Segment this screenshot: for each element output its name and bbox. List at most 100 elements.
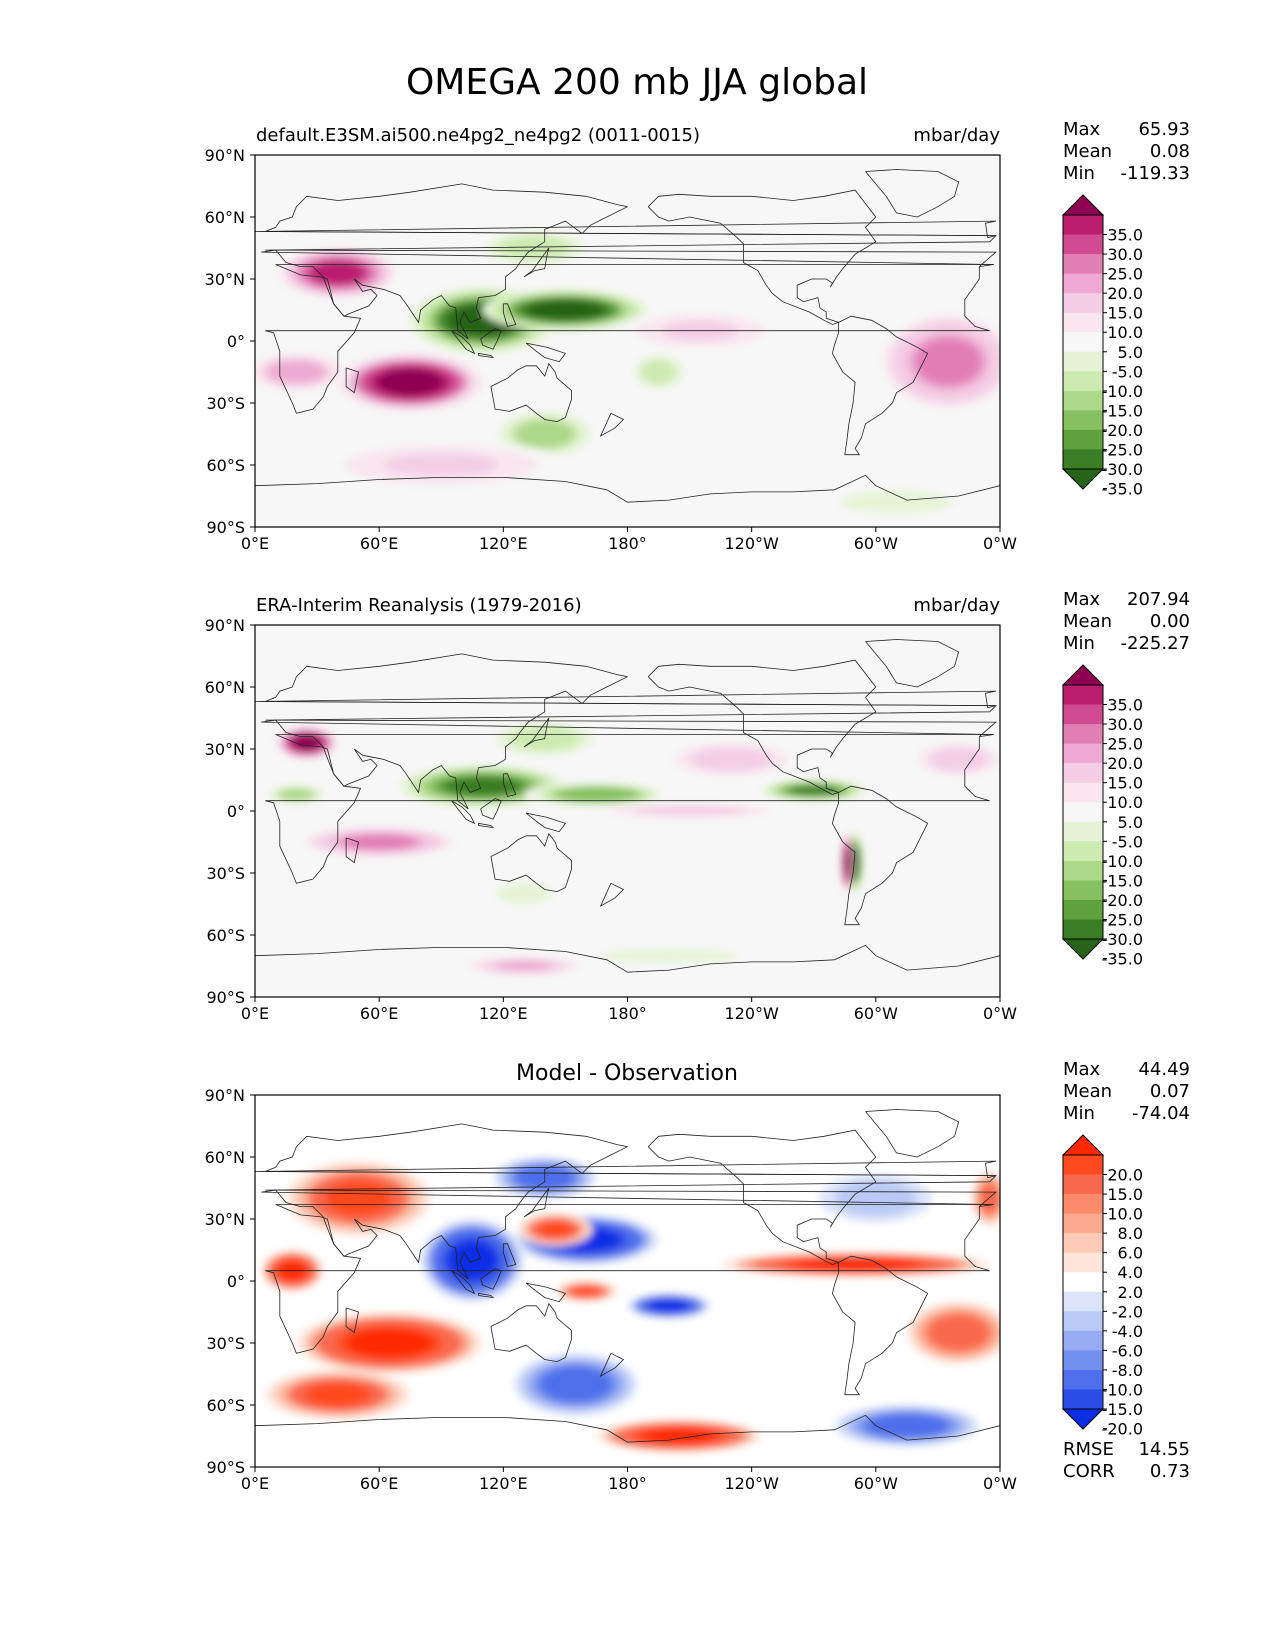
field-contour-10-5 [384, 453, 499, 477]
y-tick-label: 60°N [205, 1148, 245, 1167]
colorbar-band [1063, 1174, 1103, 1195]
field-contour-13-5 [537, 1221, 573, 1237]
coastline-10 [478, 352, 495, 359]
x-tick-label: 120°W [724, 1474, 779, 1493]
coastline-16 [255, 690, 996, 709]
colorbar-tick-label: 35.0 [1107, 226, 1143, 245]
difference-panel-coastlines [255, 1109, 1000, 1443]
coastline-8 [523, 717, 550, 748]
colorbar-tick-label: 2.0 [1118, 1283, 1143, 1302]
y-tick-label: 60°S [206, 1396, 245, 1415]
colorbar-band [1063, 724, 1103, 745]
colorbar-band [1063, 763, 1103, 784]
error-stat-value: 0.73 [1150, 1461, 1190, 1482]
error-stat-value: 14.55 [1138, 1439, 1190, 1460]
x-tick-label: 0°W [983, 1004, 1017, 1023]
colorbar-band [1063, 1252, 1103, 1273]
colorbar-tick-label: -2.0 [1112, 1302, 1143, 1321]
colorbar-tick-label: -35.0 [1102, 480, 1143, 499]
colorbar-band [1063, 841, 1103, 862]
field-contour-14-5 [571, 1286, 601, 1297]
x-tick-label: 0°E [241, 534, 269, 553]
field-contour-12-5 [934, 1318, 983, 1347]
coastline-2 [265, 264, 994, 414]
field-contour-7-5 [547, 1370, 605, 1399]
y-tick-label: 60°S [206, 456, 245, 475]
field-contour-1-5 [377, 369, 444, 396]
colorbar-extend-max [1061, 664, 1105, 686]
colorbar-tick-label: 15.0 [1107, 774, 1143, 793]
coastline-0 [265, 653, 997, 737]
field-contour-11-5 [873, 1416, 941, 1436]
y-tick-label: 30°S [206, 1334, 245, 1353]
coastline-12 [525, 812, 567, 833]
y-tick-label: 30°N [205, 740, 245, 759]
stat-label: Max [1063, 589, 1101, 610]
test-panel-axes: 0°E 60°E 120°E 180° 120°W 60°W 0°W 90°N 60°N 30°N… [205, 146, 1018, 553]
stat-label: Mean [1063, 141, 1112, 162]
x-tick-label: 120°E [479, 1004, 528, 1023]
colorbar-band [1063, 1330, 1103, 1351]
colorbar-tick-label: -30.0 [1102, 460, 1143, 479]
x-tick-label: 0°E [241, 1004, 269, 1023]
reference-panel: ERA-Interim Reanalysis (1979-2016) mbar/… [205, 589, 1190, 1023]
field-contour-0-5 [311, 261, 365, 285]
coastline-16 [255, 220, 996, 239]
colorbar-tick-label: -10.0 [1102, 382, 1143, 401]
stat-value: 0.00 [1150, 611, 1190, 632]
x-tick-label: 60°W [854, 534, 898, 553]
colorbar-band [1063, 802, 1103, 823]
colorbar-extend-max [1061, 194, 1105, 216]
y-tick-label: 30°N [205, 270, 245, 289]
colorbar-tick-label: 5.0 [1118, 813, 1143, 832]
coastline-8 [523, 1187, 550, 1218]
colorbar-tick-label: -20.0 [1102, 1420, 1143, 1439]
colorbar-band [1063, 743, 1103, 764]
y-tick-label: 0° [227, 332, 245, 351]
x-tick-label: 120°W [724, 534, 779, 553]
coastline-10 [478, 822, 495, 829]
colorbar-band [1063, 919, 1103, 940]
test-panel-coastlines [255, 169, 1000, 503]
colorbar-tick-label: -30.0 [1102, 930, 1143, 949]
field-contour-4-5 [448, 1241, 497, 1280]
colorbar-tick-label: 10.0 [1107, 793, 1143, 812]
field-contour-13-5 [505, 886, 543, 902]
field-contour-11-5 [621, 950, 717, 961]
colorbar-tick-label: -25.0 [1102, 440, 1143, 459]
colorbar-tick-label: -20.0 [1102, 421, 1143, 440]
coastline-13 [502, 303, 517, 327]
reference-panel-coastlines [255, 639, 1000, 973]
field-contour-16-5 [980, 1184, 1000, 1213]
colorbar-band [1063, 1369, 1103, 1390]
stat-label: Min [1063, 633, 1095, 654]
stat-label: Min [1063, 1103, 1095, 1124]
colorbar-band [1063, 1272, 1103, 1293]
coastline-5 [831, 785, 929, 926]
field-contour-8-5 [641, 1428, 718, 1444]
colorbar-tick-label: -6.0 [1112, 1341, 1143, 1360]
colorbar-band [1063, 685, 1103, 706]
stat-label: Max [1063, 119, 1101, 140]
y-tick-label: 60°S [206, 926, 245, 945]
y-tick-label: 0° [227, 1272, 245, 1291]
coastline-10 [478, 1292, 495, 1299]
field-contour-8-5 [915, 337, 982, 386]
coastline-7 [865, 169, 960, 218]
field-contour-11-5 [858, 494, 935, 510]
test-panel: default.E3SM.ai500.ne4pg2_ne4pg2 (0011-0… [205, 119, 1190, 553]
colorbar-band [1063, 273, 1103, 294]
y-tick-label: 0° [227, 802, 245, 821]
reference-panel-units: mbar/day [913, 595, 1000, 616]
x-tick-label: 60°E [360, 1004, 398, 1023]
error-stat-label: RMSE [1063, 1439, 1114, 1460]
colorbar-band [1063, 312, 1103, 333]
field-contour-0-5 [325, 1181, 392, 1216]
field-contour-3-5 [790, 785, 838, 796]
colorbar-extend-min [1061, 938, 1105, 960]
coastline-2 [265, 734, 994, 884]
test-panel-units: mbar/day [913, 125, 1000, 146]
colorbar-band [1063, 782, 1103, 803]
error-stat-label: CORR [1063, 1461, 1115, 1482]
colorbar-band [1063, 899, 1103, 920]
